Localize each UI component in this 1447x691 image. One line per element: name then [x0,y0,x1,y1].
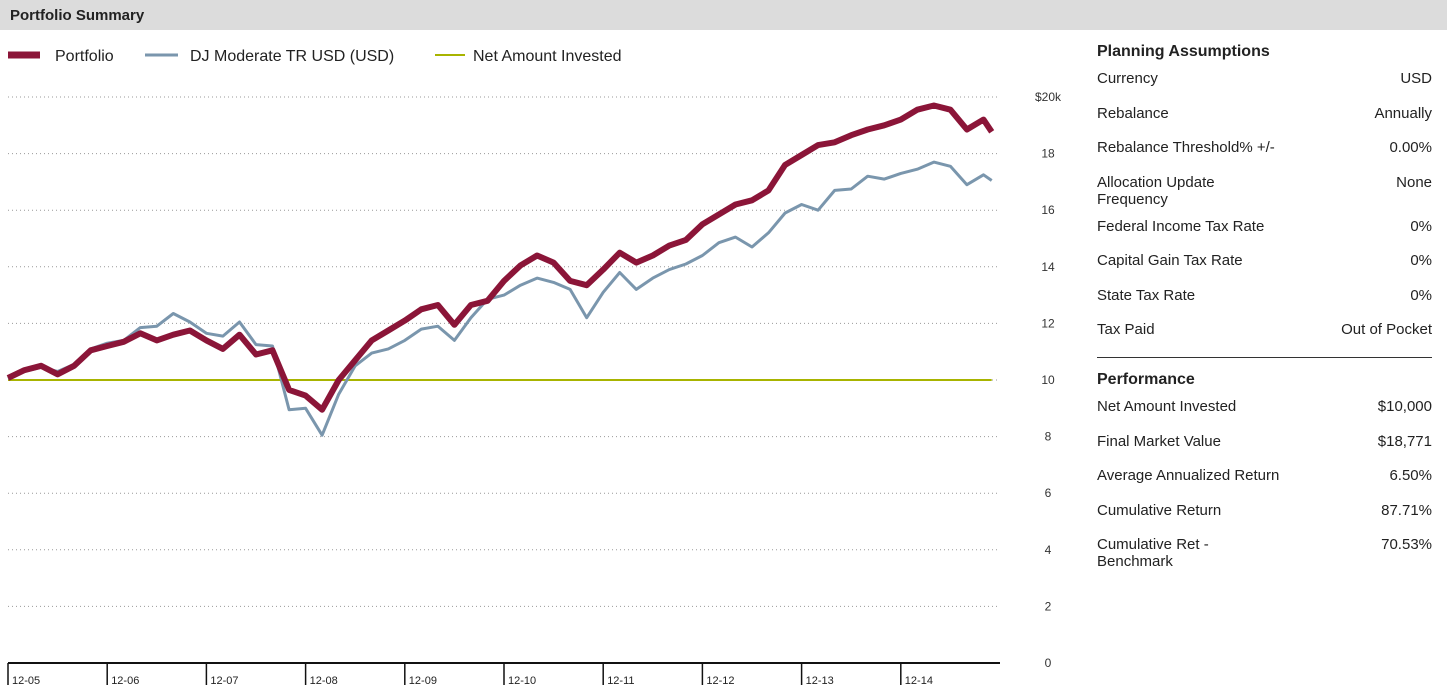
side-panel: Planning Assumptions Currency USD Rebalan… [1097,40,1432,571]
y-tick-label: 4 [1045,543,1052,557]
row: Rebalance Annually [1097,105,1432,140]
x-tick-label: 12-05 [12,675,40,687]
series-line [7,160,993,437]
value: USD [1400,70,1432,87]
label: Capital Gain Tax Rate [1097,252,1243,269]
x-tick-label: 12-12 [706,675,734,687]
label: Net Amount Invested [1097,398,1237,415]
row: Federal Income Tax Rate 0% [1097,218,1432,253]
row: Capital Gain Tax Rate 0% [1097,252,1432,287]
y-tick-label: 2 [1045,599,1052,613]
y-tick-label: $20k [1035,90,1062,104]
label: Cumulative Ret - Benchmark [1097,536,1209,570]
row: Net Amount Invested $10,000 [1097,398,1432,433]
y-tick-label: 16 [1041,203,1055,217]
series-line [6,102,995,413]
value: None [1396,173,1432,191]
x-tick-label: 12-14 [905,675,933,687]
row: Tax Paid Out of Pocket [1097,321,1432,345]
x-tick-label: 12-07 [210,675,238,687]
label: Allocation Update Frequency [1097,173,1215,208]
label: Federal Income Tax Rate [1097,217,1265,235]
row: Currency USD [1097,70,1432,105]
value: Out of Pocket [1341,321,1432,338]
legend-label: DJ Moderate TR USD (USD) [190,48,394,65]
label: Currency [1097,70,1158,87]
y-tick-label: 0 [1045,656,1052,670]
row: Cumulative Ret - Benchmark 70.53% [1097,536,1432,571]
row: Average Annualized Return 6.50% [1097,467,1432,502]
value: 0.00% [1389,139,1432,156]
value: $18,771 [1377,432,1432,450]
x-tick-label: 12-11 [607,675,634,687]
value: 0% [1410,252,1432,269]
chart: 0 2 4 6 8 10 12 14 16 18 $20k 12-05 12-06 12-07 12-08 1… [6,48,1062,687]
row: Cumulative Return 87.71% [1097,502,1432,537]
value: 0% [1410,286,1432,304]
x-tick-label: 12-10 [508,675,536,687]
label: Average Annualized Return [1097,467,1280,484]
y-tick-label: 6 [1045,486,1052,500]
row: Rebalance Threshold% +/- 0.00% [1097,139,1432,174]
label: Rebalance Threshold% +/- [1097,139,1275,156]
section-title: Planning Assumptions [1097,43,1270,60]
section-title: Performance [1097,371,1195,388]
legend-label: Net Amount Invested [473,48,622,65]
x-tick-label: 12-08 [310,675,338,687]
label: Final Market Value [1097,432,1221,450]
value: $10,000 [1377,398,1432,415]
y-tick-label: 12 [1041,316,1055,330]
x-tick-label: 12-13 [806,675,834,687]
row: Final Market Value $18,771 [1097,433,1432,468]
legend-label: Portfolio [55,48,114,65]
label: Tax Paid [1097,321,1155,338]
value: 70.53% [1381,536,1432,553]
value: 6.50% [1389,467,1432,484]
label: State Tax Rate [1097,286,1196,304]
header-title: Portfolio Summary [10,7,145,24]
value: 87.71% [1381,501,1432,519]
y-tick-label: 18 [1041,147,1055,161]
value: 0% [1410,217,1432,235]
separator [1097,357,1432,358]
label: Rebalance [1097,104,1169,122]
label: Cumulative Return [1097,501,1222,519]
value: Annually [1374,104,1432,122]
row: State Tax Rate 0% [1097,287,1432,322]
x-tick-label: 12-06 [111,675,139,687]
header-bar: Portfolio Summary [0,0,1447,30]
y-tick-label: 10 [1041,373,1055,387]
row: Allocation Update Frequency None [1097,174,1432,218]
x-tick-label: 12-09 [409,675,437,687]
y-tick-label: 14 [1041,260,1055,274]
y-tick-label: 8 [1045,430,1052,444]
